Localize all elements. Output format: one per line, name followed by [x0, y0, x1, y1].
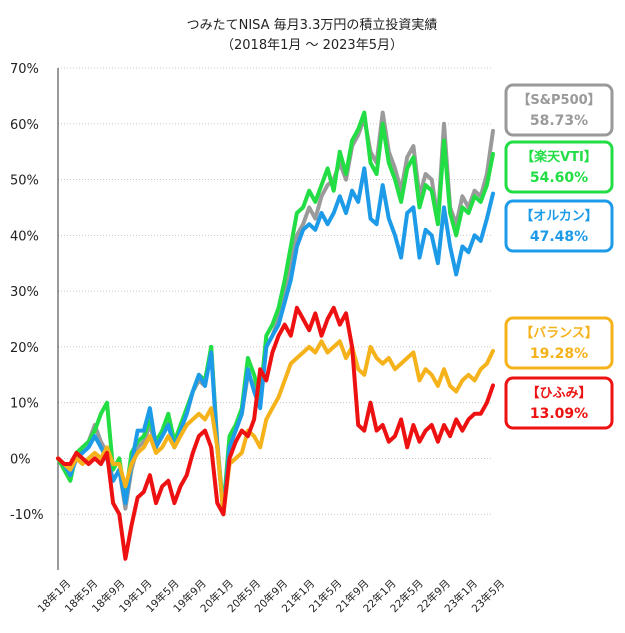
legend-series-value: 19.28%: [530, 346, 588, 362]
series-lines: [56, 110, 495, 561]
y-tick-label: 70%: [10, 62, 39, 77]
y-tick-label: 0%: [10, 452, 31, 467]
grid-lines: [58, 67, 493, 515]
y-tick-label: 40%: [10, 229, 39, 244]
legend-box-オルカン: 【オルカン】 47.48%: [504, 199, 614, 253]
legend-box-frame: [504, 199, 614, 253]
y-tick-label: 10%: [10, 397, 39, 412]
legend-series-value: 13.09%: [530, 406, 588, 422]
legend-series-name: 【オルカン】: [520, 208, 598, 224]
x-axis-ticks: 18年1月18年5月18年9月19年1月19年5月19年9月20年1月20年5月…: [35, 577, 507, 615]
legend: 【S&P500】58.73%【楽天VTI】54.60%【オルカン】47.48%【…: [504, 83, 614, 430]
legend-box-frame: [504, 376, 614, 430]
legend-series-name: 【ひふみ】: [526, 385, 591, 401]
legend-box-S&P500: 【S&P500】 58.73%: [504, 83, 614, 137]
y-tick-label: -10%: [10, 508, 44, 523]
chart-title-group: つみたてNISA 毎月3.3万円の積立投資実績 （2018年1月 〜 2023年…: [187, 17, 438, 53]
legend-series-name: 【S&P500】: [517, 92, 600, 108]
legend-box-楽天VTI: 【楽天VTI】 54.60%: [504, 140, 614, 194]
legend-series-value: 58.73%: [530, 113, 588, 129]
y-tick-label: 60%: [10, 118, 39, 133]
legend-series-name: 【楽天VTI】: [521, 149, 597, 165]
series-line-バランス: [56, 339, 495, 517]
series-line-ひふみ: [56, 305, 495, 561]
legend-box-frame: [504, 316, 614, 370]
legend-series-name: 【バランス】: [520, 325, 598, 341]
series-line-楽天VTI: [56, 110, 495, 511]
y-tick-label: 30%: [10, 285, 39, 300]
legend-series-value: 47.48%: [530, 229, 588, 245]
y-tick-label: 20%: [10, 341, 39, 356]
chart-title: つみたてNISA 毎月3.3万円の積立投資実績: [187, 17, 438, 33]
legend-box-ひふみ: 【ひふみ】 13.09%: [504, 376, 614, 430]
legend-series-value: 54.60%: [530, 170, 588, 186]
y-tick-label: 50%: [10, 174, 39, 189]
chart-subtitle: （2018年1月 〜 2023年5月）: [221, 38, 403, 53]
y-axis-ticks: -10% 0% 10% 20% 30% 40% 50% 60% 70%: [10, 62, 44, 523]
legend-box-frame: [504, 140, 614, 194]
legend-box-バランス: 【バランス】 19.28%: [504, 316, 614, 370]
legend-box-frame: [504, 83, 614, 137]
